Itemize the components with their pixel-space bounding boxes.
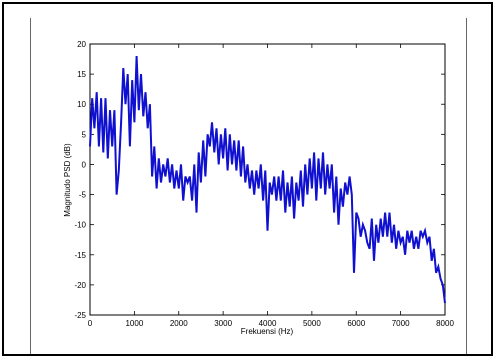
psd-series-line — [89, 55, 446, 304]
y-tick-label: 15 — [77, 70, 86, 79]
y-tick-label: -10 — [74, 221, 86, 230]
x-tick-label: 4000 — [259, 319, 277, 328]
x-tick-label: 2000 — [170, 319, 188, 328]
y-axis-label: Magnitudo PSD (dB) — [63, 143, 72, 217]
plot-area — [89, 43, 446, 316]
x-tick-label: 7000 — [392, 319, 410, 328]
x-tick-label: 3000 — [214, 319, 232, 328]
y-tick-label: 20 — [77, 40, 86, 49]
x-axis-label: Frekuensi (Hz) — [241, 327, 294, 336]
right-divider — [466, 18, 467, 354]
y-tick-label: -15 — [74, 251, 86, 260]
x-tick-label: 1000 — [125, 319, 143, 328]
y-tick-label: -5 — [79, 191, 87, 200]
x-tick-label: 0 — [88, 319, 93, 328]
left-divider — [30, 18, 31, 354]
x-tick-label: 8000 — [436, 319, 454, 328]
y-tick-label: 5 — [82, 130, 87, 139]
y-tick-label: -25 — [74, 311, 86, 320]
y-tick-label: -20 — [74, 281, 86, 290]
y-tick-label: 10 — [77, 100, 86, 109]
y-tick-label: 0 — [82, 160, 87, 169]
x-tick-label: 6000 — [347, 319, 365, 328]
x-tick-label: 5000 — [303, 319, 321, 328]
